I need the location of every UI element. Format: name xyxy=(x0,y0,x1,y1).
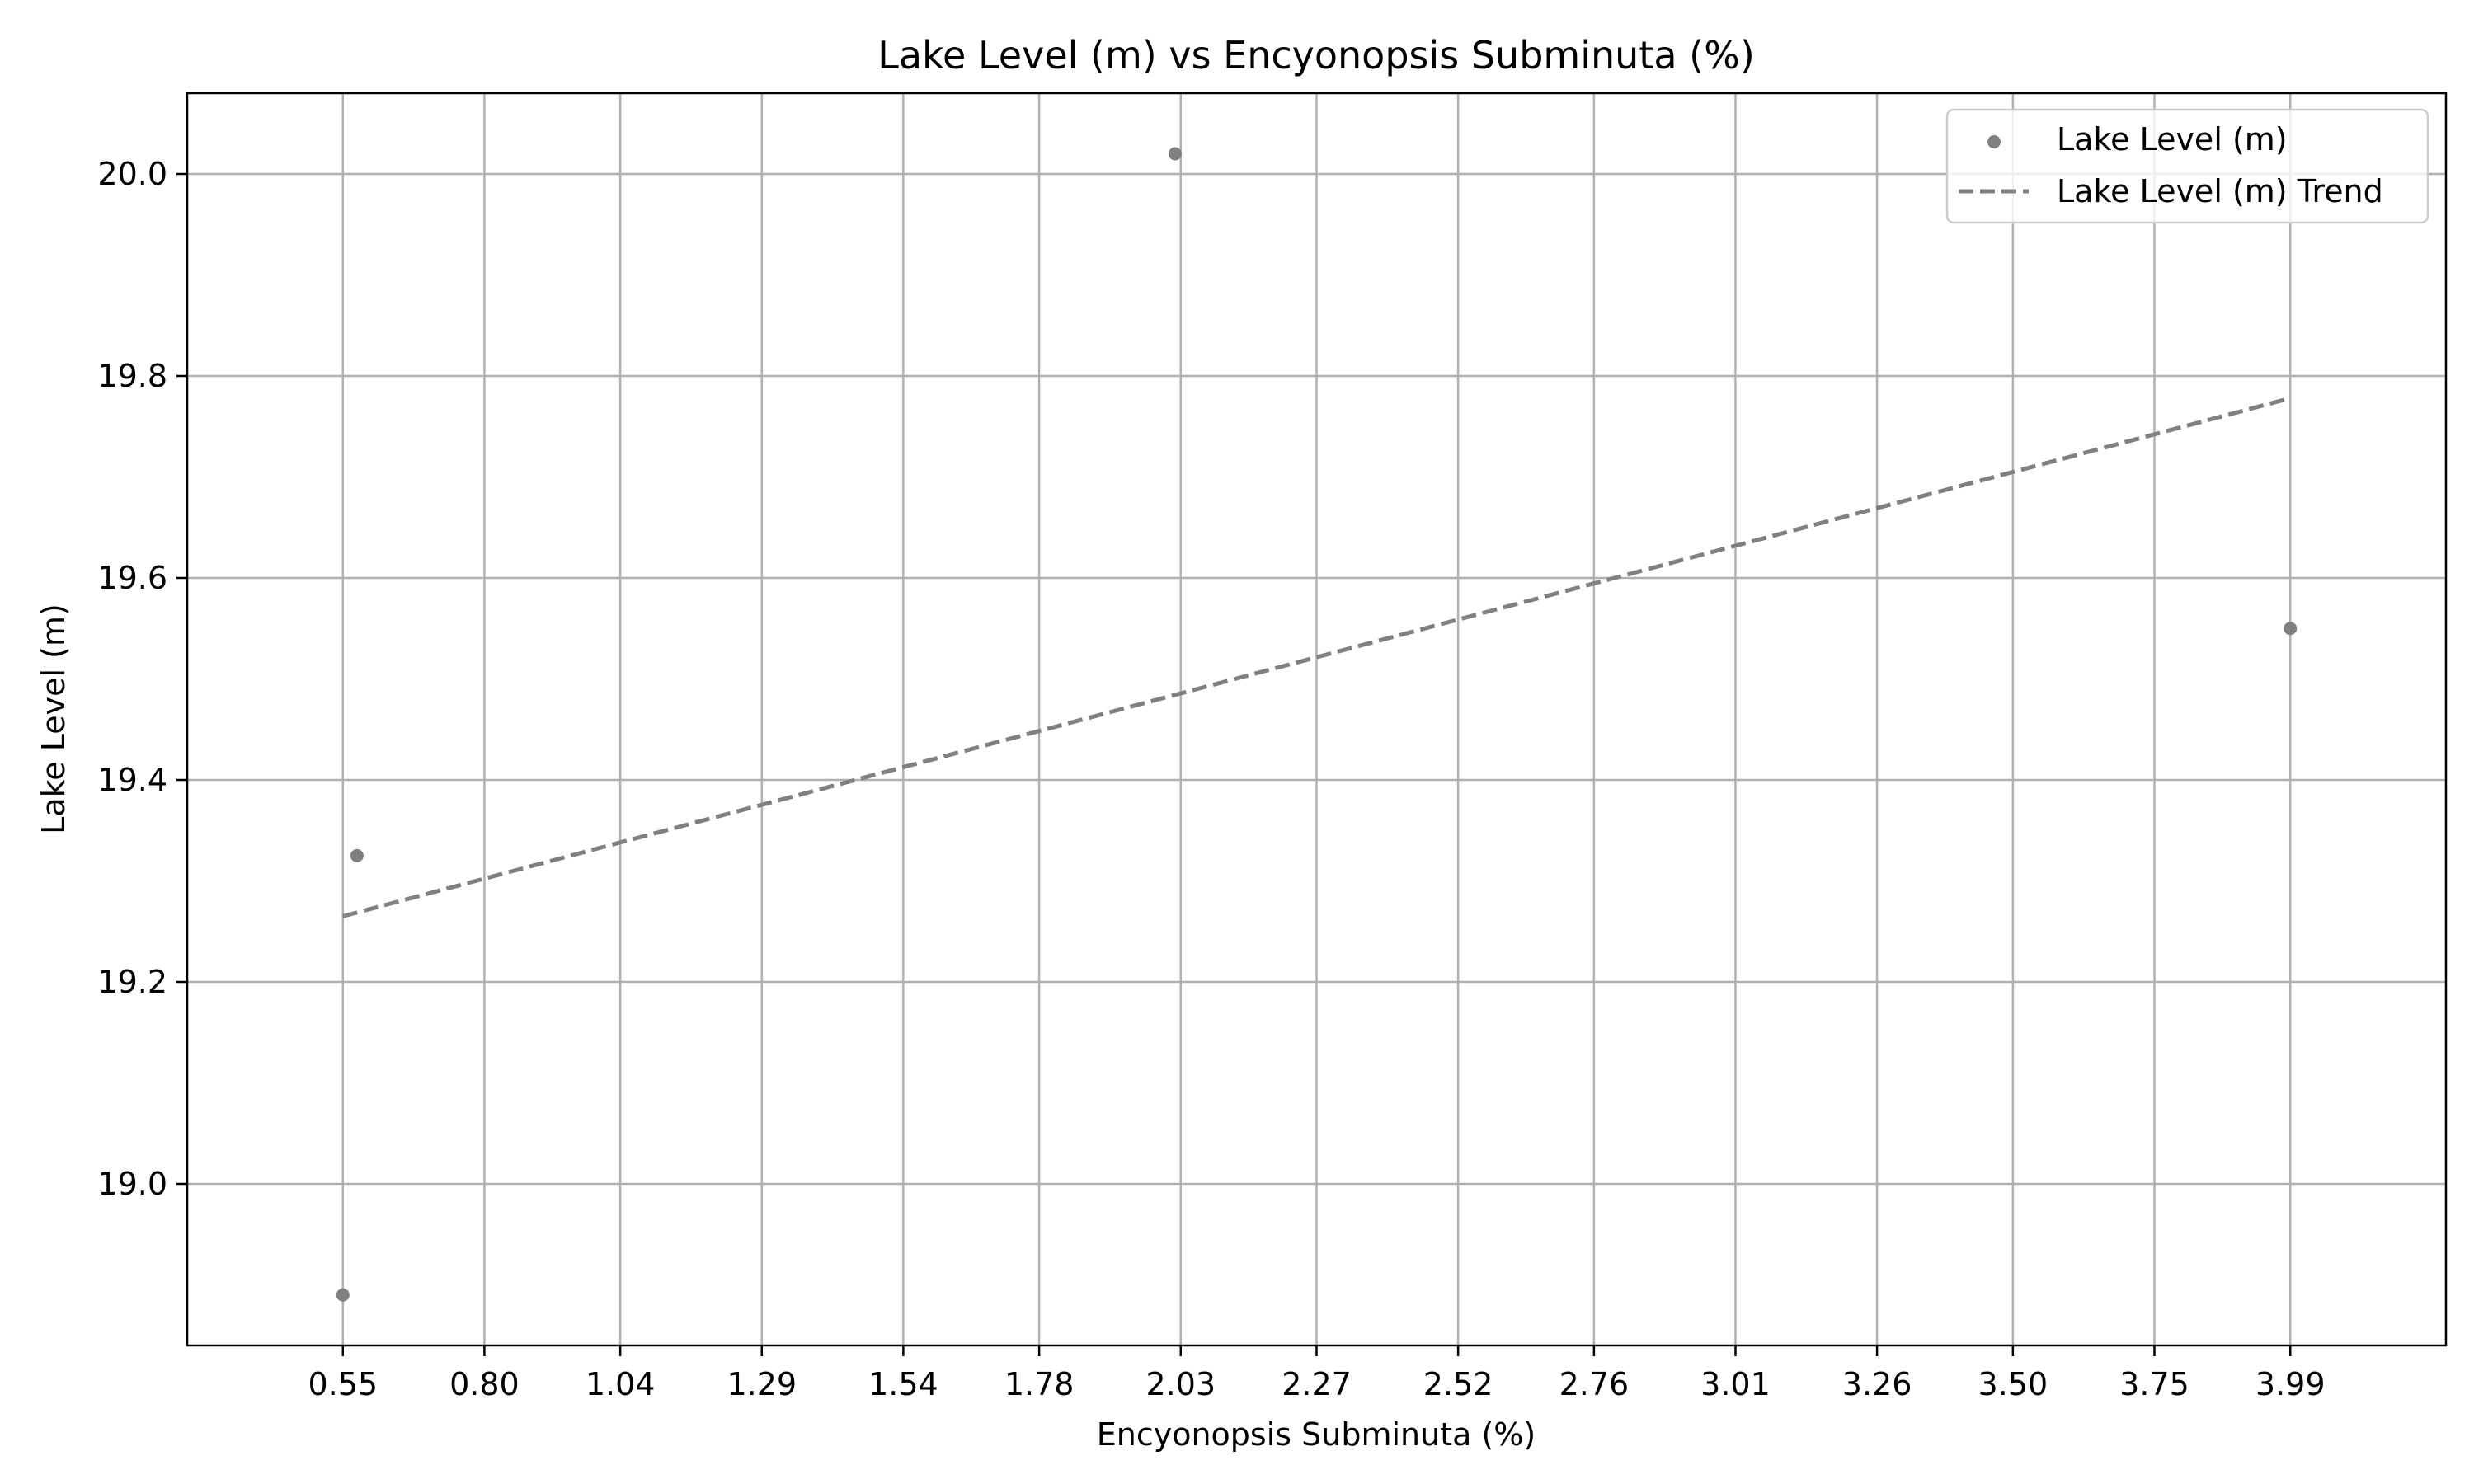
y-tick-label: 19.4 xyxy=(97,762,167,798)
legend-label-scatter: Lake Level (m) xyxy=(2057,121,2288,157)
x-axis-ticks: 0.55 0.80 1.04 1.29 1.54 1.78 2.03 2.27 2.52 2.76… xyxy=(308,1345,2326,1402)
x-tick-label: 1.54 xyxy=(868,1366,938,1402)
y-tick-label: 19.8 xyxy=(97,358,167,394)
x-tick-label: 1.29 xyxy=(727,1366,797,1402)
x-tick-label: 3.99 xyxy=(2255,1366,2326,1402)
x-tick-label: 3.01 xyxy=(1700,1366,1771,1402)
y-tick-label: 19.6 xyxy=(97,560,167,596)
x-tick-label: 3.75 xyxy=(2119,1366,2189,1402)
x-tick-label: 2.52 xyxy=(1423,1366,1493,1402)
x-tick-label: 3.26 xyxy=(1842,1366,1912,1402)
data-points xyxy=(336,147,2298,1302)
trend-line xyxy=(342,396,2291,918)
x-tick-label: 2.76 xyxy=(1559,1366,1630,1402)
chart-title: Lake Level (m) vs Encyonopsis Subminuta … xyxy=(877,33,1755,77)
legend: Lake Level (m) Lake Level (m) Trend xyxy=(1945,108,2429,224)
x-tick-label: 2.03 xyxy=(1145,1366,1216,1402)
legend-label-trend: Lake Level (m) Trend xyxy=(2057,173,2383,209)
scatter-point xyxy=(336,1288,350,1302)
x-tick-label: 0.80 xyxy=(449,1366,520,1402)
x-tick-label: 1.78 xyxy=(1004,1366,1075,1402)
y-tick-label: 19.2 xyxy=(97,964,167,1000)
scatter-point xyxy=(350,848,364,862)
x-tick-label: 3.50 xyxy=(1978,1366,2048,1402)
x-axis-label: Encyonopsis Subminuta (%) xyxy=(1097,1416,1536,1453)
y-axis-label: Lake Level (m) xyxy=(35,603,72,834)
scatter-point xyxy=(1168,147,1182,161)
legend-scatter-marker xyxy=(1987,135,2001,148)
x-tick-label: 1.04 xyxy=(586,1366,656,1402)
grid-lines xyxy=(187,93,2446,1345)
x-tick-label: 2.27 xyxy=(1282,1366,1352,1402)
y-tick-label: 20.0 xyxy=(97,156,167,192)
legend-box xyxy=(1945,108,2429,224)
scatter-point xyxy=(2284,622,2298,636)
y-axis-ticks: 19.0 19.2 19.4 19.6 19.8 20.0 xyxy=(97,156,187,1202)
trend-layer xyxy=(342,396,2291,918)
y-tick-label: 19.0 xyxy=(97,1166,167,1202)
x-tick-label: 0.55 xyxy=(308,1366,378,1402)
